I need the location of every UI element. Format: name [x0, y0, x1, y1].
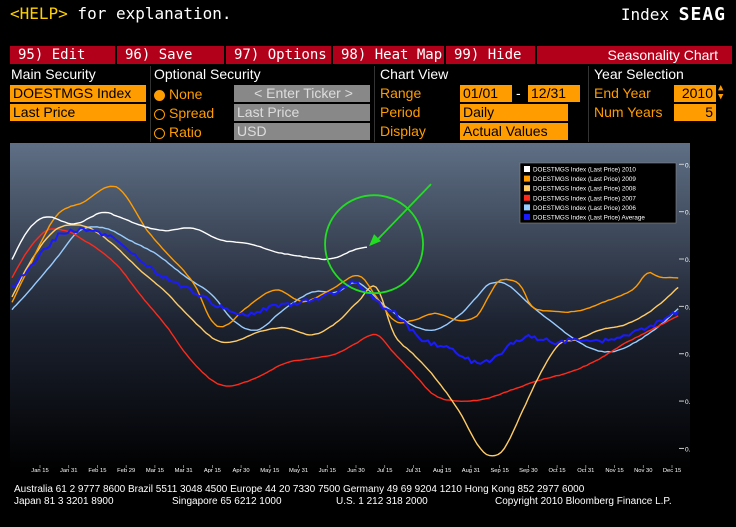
legend-label: DOESTMGS Index (Last Price) 2008	[533, 186, 636, 193]
legend-swatch	[524, 166, 530, 172]
options-button[interactable]: 97) Options	[226, 46, 332, 64]
panel-divider	[588, 66, 589, 142]
radio-none[interactable]: None	[154, 86, 202, 102]
x-tick-label: Nov 30	[634, 468, 652, 473]
x-tick-label: May 31	[289, 468, 308, 473]
help-key[interactable]: <HELP>	[10, 4, 68, 23]
chart-svg: 0.18m 0.19m 0.2m 0.21m 0.22m 0.23m 0.24m Jan 15…	[10, 143, 690, 473]
x-tick-label: Feb 29	[117, 468, 135, 473]
chevron-down-icon[interactable]: ▼	[718, 93, 723, 102]
legend-label: DOESTMGS Index (Last Price) Average	[533, 215, 645, 222]
footer-us: U.S. 1 212 318 2000	[336, 496, 428, 507]
end-year-label: End Year	[594, 85, 651, 101]
chart-view-title: Chart View	[380, 66, 448, 82]
footer-copyright: Copyright 2010 Bloomberg Finance L.P.	[495, 496, 672, 507]
x-tick-label: Oct 15	[549, 468, 566, 473]
menu-bar: 95) Edit 96) Save 97) Options 98) Heat M…	[10, 46, 732, 64]
range-dash: -	[516, 85, 521, 101]
display-selector[interactable]: Actual Values	[460, 123, 568, 140]
x-tick-label: Aug 15	[433, 468, 451, 473]
radio-spread[interactable]: Spread	[154, 105, 214, 121]
y-tick-label: 0.19m	[685, 399, 690, 406]
legend-swatch	[524, 185, 530, 191]
help-hint: <HELP> for explanation.	[10, 4, 232, 23]
x-tick-label: Jul 15	[377, 468, 392, 473]
main-security-title: Main Security	[11, 66, 96, 82]
panel-divider	[150, 66, 151, 142]
heatmap-button[interactable]: 98) Heat Map	[333, 46, 445, 64]
x-tick-label: Nov 15	[605, 468, 623, 473]
period-selector[interactable]: Daily	[460, 104, 568, 121]
legend-swatch	[524, 214, 530, 220]
x-tick-label: Apr 30	[233, 468, 250, 473]
x-tick-label: Jul 31	[406, 468, 421, 473]
main-field-selector[interactable]: Last Price	[10, 104, 146, 121]
currency-selector[interactable]: USD	[234, 123, 370, 140]
x-tick-label: Sep 30	[519, 468, 537, 473]
x-tick-label: Mar 31	[175, 468, 193, 473]
range-start-field[interactable]: 01/01	[460, 85, 512, 102]
period-label: Period	[380, 104, 420, 120]
x-tick-label: Oct 31	[577, 468, 594, 473]
optional-ticker-input[interactable]: < Enter Ticker >	[234, 85, 370, 102]
y-tick-label: 0.2m	[685, 352, 690, 359]
y-tick-label: 0.23m	[685, 210, 690, 217]
y-tick-label: 0.24m	[685, 162, 690, 169]
y-tick-label: 0.21m	[685, 304, 690, 311]
function-mnemonic: SEAG	[679, 4, 726, 25]
radio-dot-selected	[154, 90, 165, 101]
footer-singapore: Singapore 65 6212 1000	[172, 496, 282, 507]
x-tick-label: Jun 30	[347, 468, 364, 473]
radio-ratio[interactable]: Ratio	[154, 124, 202, 140]
x-tick-label: Jan 31	[60, 468, 77, 473]
end-year-field[interactable]: 2010	[674, 85, 716, 102]
range-end-field[interactable]: 12/31	[528, 85, 580, 102]
function-code: Index SEAG	[621, 4, 726, 25]
legend-label: DOESTMGS Index (Last Price) 2007	[533, 195, 636, 202]
legend-label: DOESTMGS Index (Last Price) 2006	[533, 205, 636, 212]
x-tick-label: Mar 15	[146, 468, 164, 473]
x-tick-label: Aug 31	[462, 468, 480, 473]
legend-swatch	[524, 176, 530, 182]
main-ticker-field[interactable]: DOESTMGS Index	[10, 85, 146, 102]
footer-contacts: Australia 61 2 9777 8600 Brazil 5511 304…	[14, 484, 584, 495]
panel-divider	[374, 66, 375, 142]
radio-dot	[154, 109, 165, 120]
num-years-field[interactable]: 5	[674, 104, 716, 121]
year-selection-title: Year Selection	[594, 66, 684, 82]
optional-security-title: Optional Security	[154, 66, 261, 82]
x-tick-label: Jan 15	[31, 468, 48, 473]
screen-title: Seasonality Chart	[537, 46, 732, 64]
hide-button[interactable]: 99) Hide	[446, 46, 536, 64]
seasonality-chart: 0.18m 0.19m 0.2m 0.21m 0.22m 0.23m 0.24m Jan 15…	[10, 143, 690, 473]
help-text: for explanation.	[68, 4, 232, 23]
function-prefix: Index	[621, 5, 669, 24]
footer-japan: Japan 81 3 3201 8900	[14, 496, 114, 507]
range-label: Range	[380, 85, 421, 101]
legend-swatch	[524, 204, 530, 210]
x-tick-label: Dec 15	[663, 468, 681, 473]
end-year-stepper[interactable]: ▲ ▼	[718, 84, 723, 102]
y-tick-label: 0.18m	[685, 446, 690, 453]
y-tick-label: 0.22m	[685, 257, 690, 264]
legend-label: DOESTMGS Index (Last Price) 2010	[533, 167, 636, 174]
radio-dot	[154, 128, 165, 139]
legend-label: DOESTMGS Index (Last Price) 2009	[533, 176, 636, 183]
x-tick-label: Sep 15	[490, 468, 508, 473]
display-label: Display	[380, 123, 426, 139]
optional-field-selector[interactable]: Last Price	[234, 104, 370, 121]
num-years-label: Num Years	[594, 104, 662, 120]
legend-swatch	[524, 195, 530, 201]
edit-button[interactable]: 95) Edit	[10, 46, 116, 64]
x-tick-label: May 15	[260, 468, 279, 473]
save-button[interactable]: 96) Save	[117, 46, 225, 64]
x-tick-label: Jun 15	[319, 468, 336, 473]
x-tick-label: Apr 15	[204, 468, 221, 473]
x-tick-label: Feb 15	[88, 468, 106, 473]
